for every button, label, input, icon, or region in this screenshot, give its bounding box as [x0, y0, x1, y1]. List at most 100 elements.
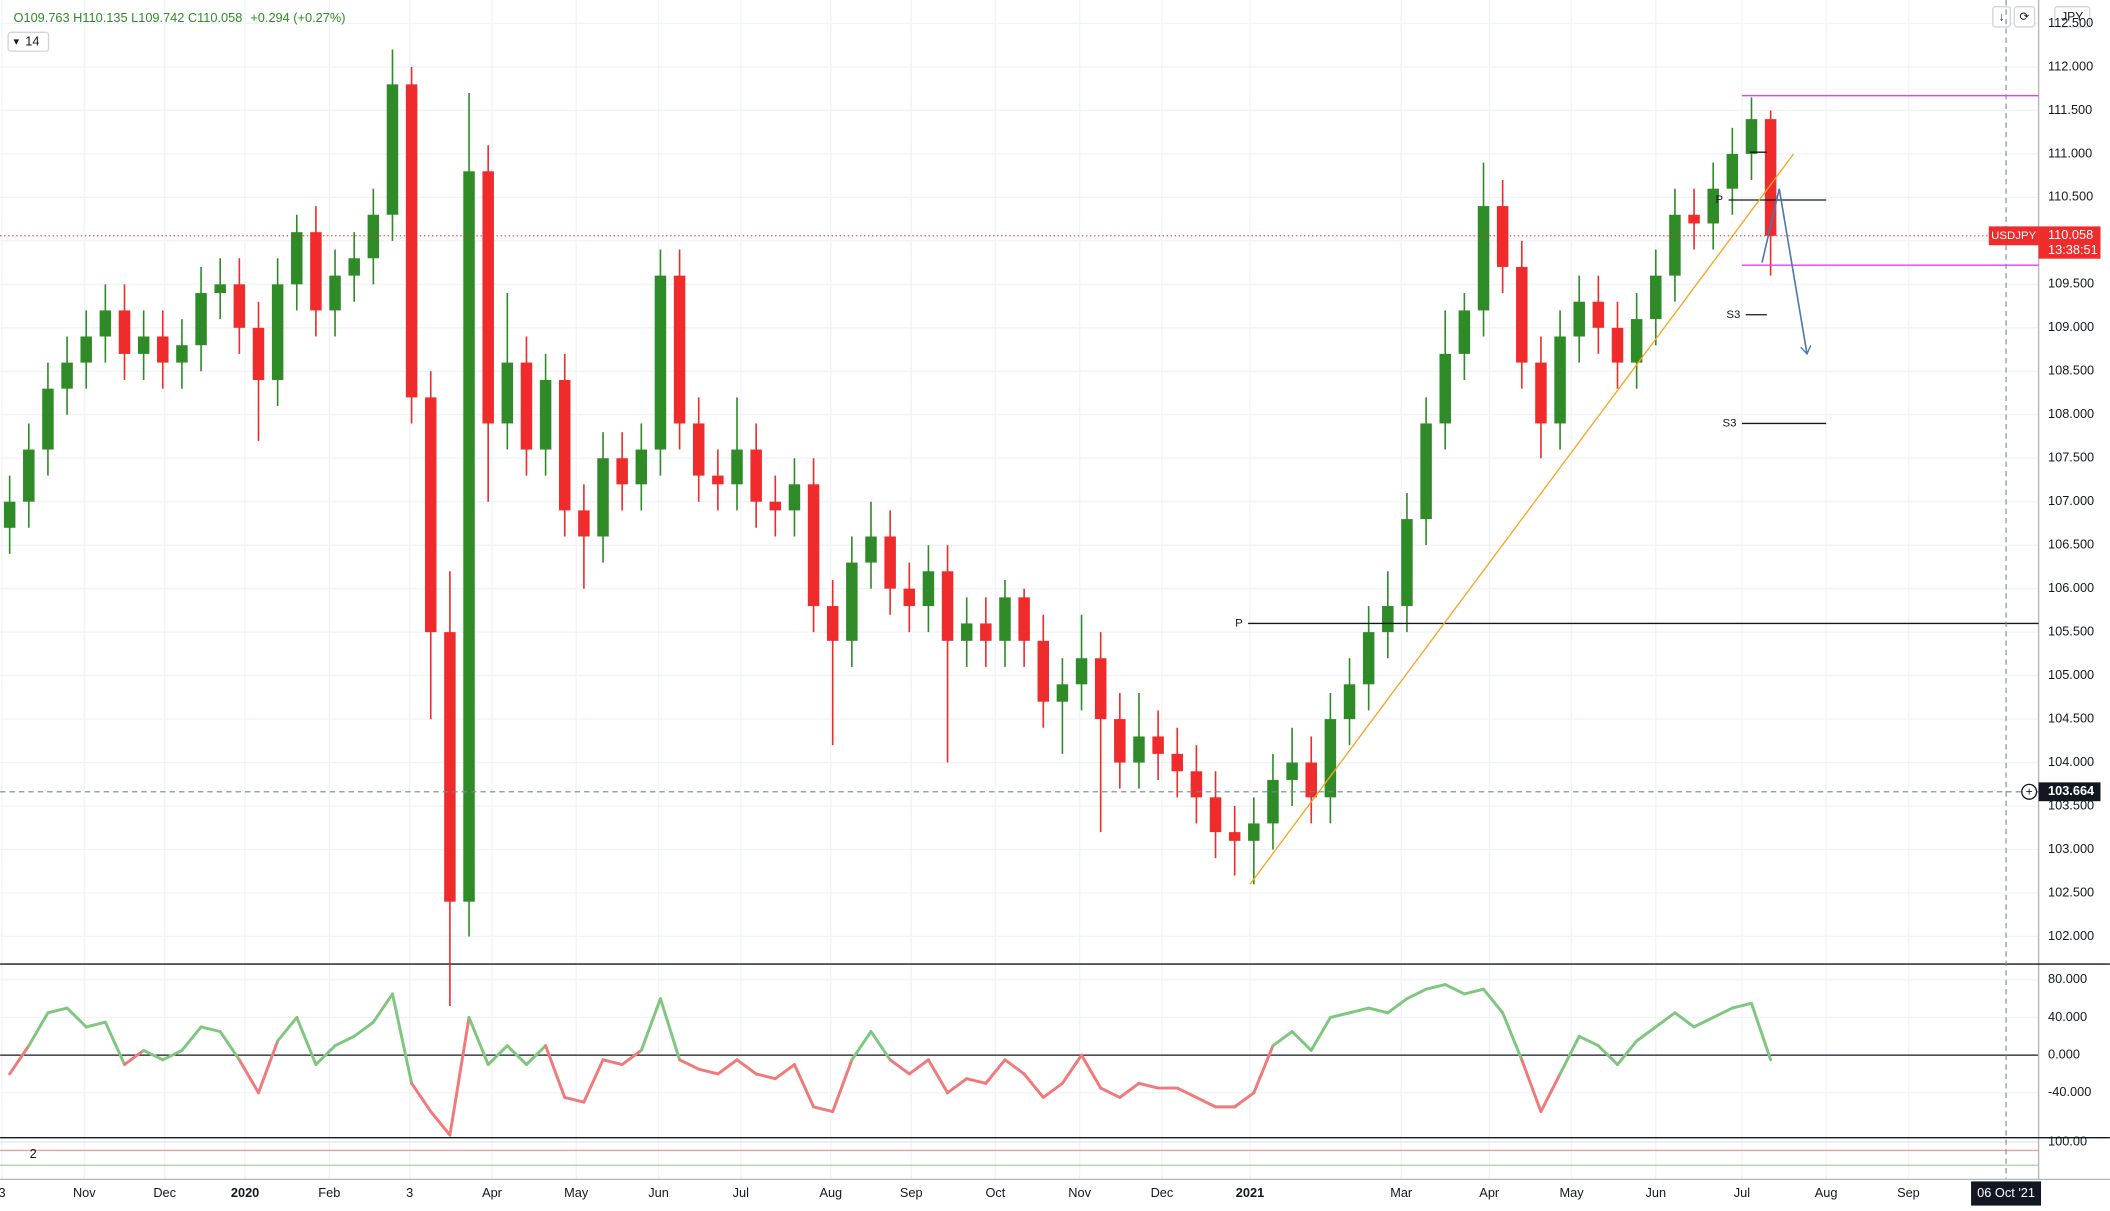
candle-body — [1018, 597, 1030, 641]
candle-body — [884, 536, 896, 589]
oscillator-segment — [1118, 1081, 1141, 1099]
candle-body — [80, 336, 92, 363]
y-tick-label: 111.000 — [2048, 145, 2092, 160]
oscillator-segment — [8, 1044, 31, 1076]
crosshair-add-icon: + — [2026, 785, 2033, 799]
pivot-label: S3 — [1726, 309, 1740, 321]
change-readout: +0.294 (+0.27%) — [250, 10, 345, 25]
candle-body — [960, 623, 973, 641]
crosshair-date-label: 06 Oct '21 — [1977, 1185, 2035, 1200]
projection-arrow — [1761, 188, 1807, 354]
y-tick-label: 112.000 — [2048, 58, 2093, 73]
candle-body — [1075, 658, 1088, 685]
oscillator-segment — [792, 1063, 816, 1109]
oscillator-segment — [888, 1058, 911, 1076]
x-tick-label: Jul — [1734, 1185, 1750, 1200]
pivot-label: S3 — [1723, 417, 1737, 429]
candle-body — [846, 562, 858, 641]
reset-button[interactable] — [2013, 6, 2036, 28]
candle-body — [214, 284, 226, 294]
candle-body — [692, 423, 705, 476]
candle-body — [1343, 684, 1356, 720]
oscillator-segment — [218, 1030, 241, 1062]
candle-body — [1592, 301, 1605, 328]
oscillator-segment — [1616, 1039, 1639, 1067]
oscillator-segment — [563, 1095, 586, 1104]
crosshair-add-button[interactable] — [2021, 783, 2038, 800]
currency-label: JPY — [2061, 10, 2083, 24]
y-tick-label: 102.500 — [2048, 884, 2094, 899]
candle-body — [444, 632, 456, 902]
marks — [0, 0, 2039, 1179]
candle-body — [1554, 336, 1566, 424]
candle-body — [1611, 327, 1624, 363]
candle-body — [233, 284, 246, 328]
oscillator-segment — [869, 1030, 892, 1062]
oscillator-segment — [199, 1025, 222, 1034]
oscillator-segment — [314, 1044, 337, 1067]
oscillator-segment — [1539, 1072, 1562, 1114]
interval-box[interactable] — [7, 31, 50, 52]
oscillator-segment — [984, 1058, 1007, 1085]
trendline — [1249, 153, 1795, 885]
y-tick-label: 104.500 — [2048, 710, 2094, 725]
candle-body — [941, 571, 954, 641]
oscillator-segment — [65, 1006, 88, 1029]
candle-body — [1171, 753, 1183, 772]
oscillator-segment — [1462, 987, 1485, 996]
oscillator-segment — [754, 1072, 777, 1081]
candle-body — [1228, 832, 1241, 841]
candle-body — [1458, 310, 1471, 354]
oscillator-segment — [926, 1058, 950, 1095]
oscillator-segment — [390, 992, 414, 1085]
oscillator-segment — [352, 1020, 375, 1038]
oscillator-segment — [1137, 1081, 1160, 1090]
y-tick-label: 80.000 — [2048, 971, 2087, 986]
candle-body — [42, 388, 54, 450]
x-tick-label: Jun — [1645, 1185, 1666, 1200]
currency-button[interactable] — [2054, 6, 2091, 28]
oscillator-segment — [1099, 1086, 1122, 1099]
crosshair-date-tag — [1971, 1181, 2042, 1206]
candle-body — [903, 588, 916, 607]
crosshair-price-label: 103.664 — [2048, 783, 2095, 798]
y-tick-label: 106.000 — [2048, 580, 2094, 595]
candle-body — [1382, 606, 1394, 633]
candle-body — [3, 501, 16, 528]
oscillator-segment — [1386, 997, 1409, 1015]
oscillator-segment — [333, 1034, 356, 1048]
interval-label: 14 — [25, 34, 39, 49]
x-tick-label: Sep — [900, 1185, 923, 1200]
x-tick-label: Jun — [648, 1185, 669, 1200]
oscillator-segment — [371, 992, 394, 1024]
collapse-icon: ▾ — [14, 36, 20, 48]
candle-body — [635, 449, 648, 485]
candle-body — [1439, 353, 1451, 424]
oscillator-segment — [1482, 987, 1505, 1015]
oscillator-segment — [946, 1077, 969, 1095]
candle-body — [1037, 640, 1050, 702]
oscillator-segment — [1424, 983, 1447, 991]
oscillator-segment — [601, 1058, 624, 1067]
candle-body — [329, 275, 341, 311]
oscillator-segment — [1520, 1058, 1543, 1114]
oscillator-segment — [620, 1048, 643, 1067]
oscillator-segment — [1711, 1006, 1734, 1019]
x-tick-label: Aug — [819, 1185, 842, 1200]
candle-body — [271, 284, 284, 380]
oscillator-segment — [123, 1048, 146, 1067]
oscillator-segment — [1367, 1006, 1390, 1015]
x-tick-label: Feb — [318, 1185, 340, 1200]
oscillator-segment — [1022, 1072, 1045, 1099]
y-tick-label: 105.500 — [2048, 624, 2094, 639]
oscillator-segment — [486, 1044, 509, 1067]
oscillator-segment — [812, 1105, 835, 1114]
candle-body — [578, 510, 590, 537]
candle-body — [291, 232, 303, 285]
oscillator-segment — [505, 1044, 528, 1067]
oscillator-segment — [1405, 987, 1428, 1001]
y-tick-label: 100.00 — [2048, 1133, 2087, 1148]
candle-body — [807, 484, 820, 607]
